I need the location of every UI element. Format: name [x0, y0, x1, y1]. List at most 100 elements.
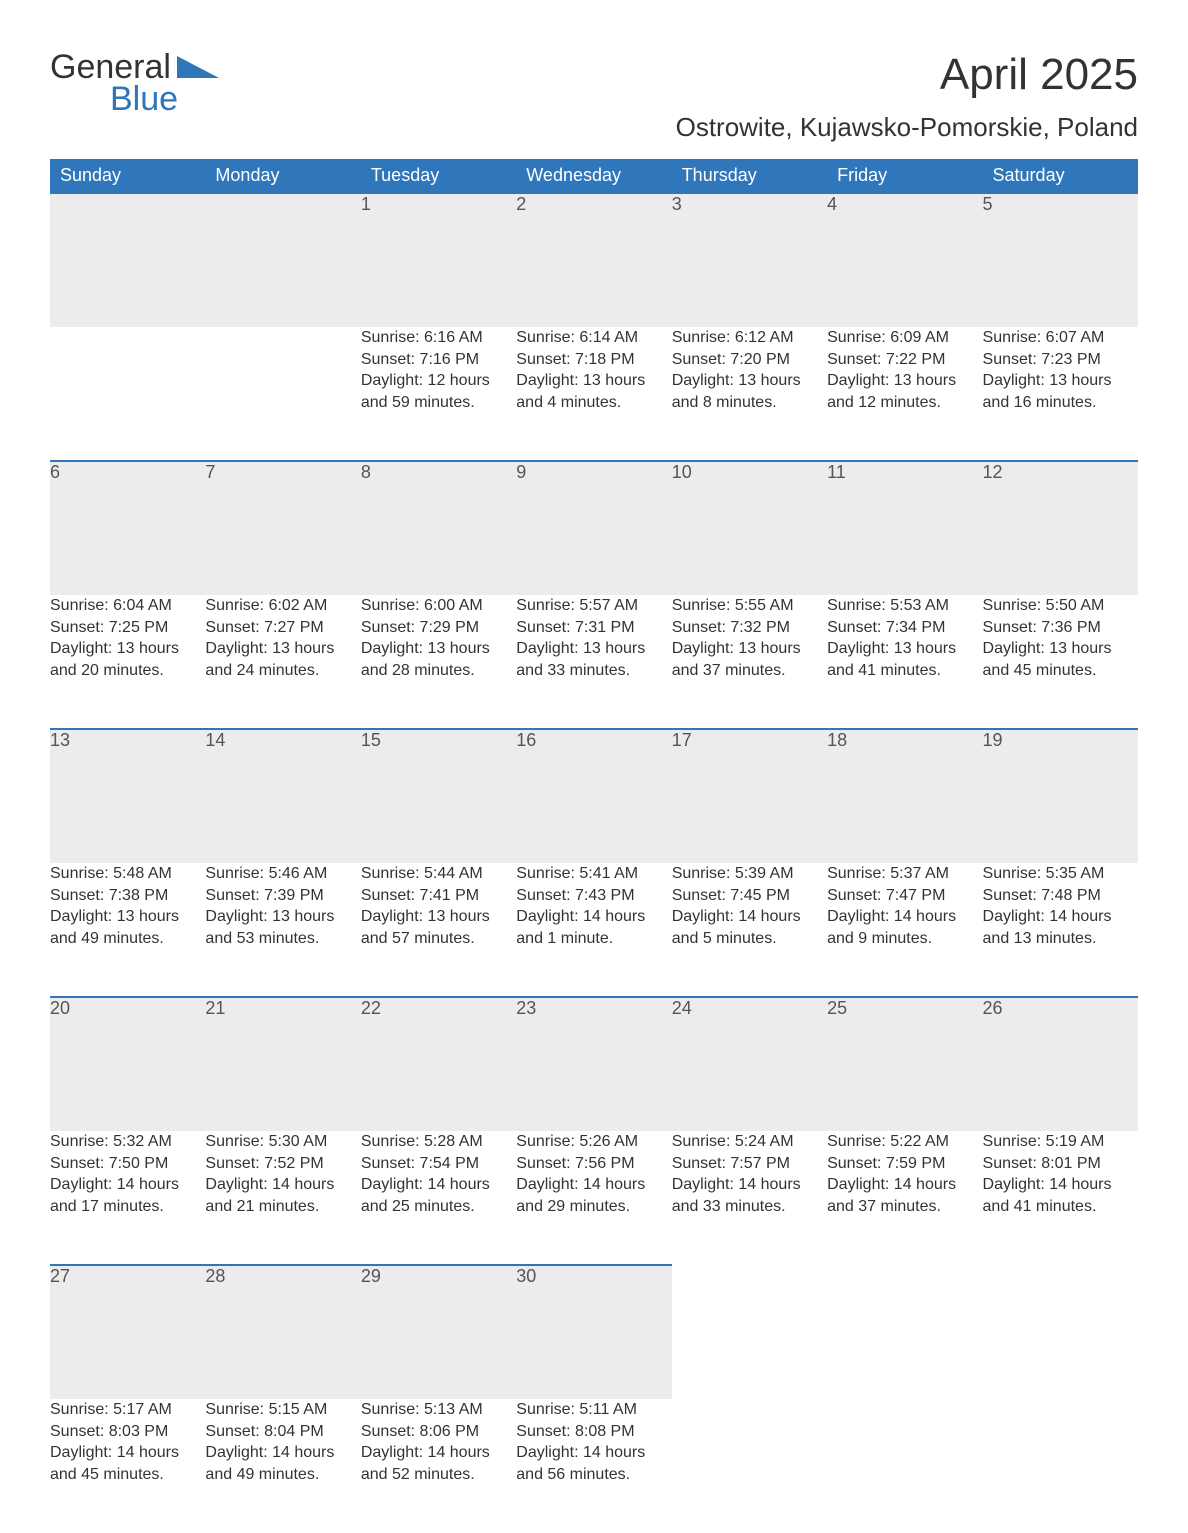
week-content-row: Sunrise: 6:04 AMSunset: 7:25 PMDaylight:… [50, 595, 1138, 729]
day-number-cell: 19 [983, 729, 1138, 863]
day-sunset: Sunset: 7:29 PM [361, 617, 516, 639]
day-content-cell [50, 327, 205, 461]
day-content-cell: Sunrise: 5:50 AMSunset: 7:36 PMDaylight:… [983, 595, 1138, 729]
day-content-cell: Sunrise: 5:22 AMSunset: 7:59 PMDaylight:… [827, 1131, 982, 1265]
day-number-cell: 1 [361, 193, 516, 327]
day-content-cell: Sunrise: 5:28 AMSunset: 7:54 PMDaylight:… [361, 1131, 516, 1265]
day-number-cell: 8 [361, 461, 516, 595]
day-content-cell [205, 327, 360, 461]
week-content-row: Sunrise: 5:48 AMSunset: 7:38 PMDaylight:… [50, 863, 1138, 997]
day-sunrise: Sunrise: 5:57 AM [516, 595, 671, 617]
day-dl2: and 37 minutes. [672, 660, 827, 682]
day-number-cell: 17 [672, 729, 827, 863]
col-monday: Monday [205, 159, 360, 193]
day-dl1: Daylight: 13 hours [361, 638, 516, 660]
day-dl2: and 59 minutes. [361, 392, 516, 414]
day-dl1: Daylight: 14 hours [983, 906, 1138, 928]
day-sunset: Sunset: 7:18 PM [516, 349, 671, 371]
day-content-cell: Sunrise: 5:55 AMSunset: 7:32 PMDaylight:… [672, 595, 827, 729]
calendar-table: Sunday Monday Tuesday Wednesday Thursday… [50, 159, 1138, 1533]
logo-word2: Blue [110, 80, 178, 119]
day-dl2: and 16 minutes. [983, 392, 1138, 414]
day-sunset: Sunset: 8:01 PM [983, 1153, 1138, 1175]
day-dl2: and 28 minutes. [361, 660, 516, 682]
day-content-cell: Sunrise: 6:02 AMSunset: 7:27 PMDaylight:… [205, 595, 360, 729]
day-sunrise: Sunrise: 5:30 AM [205, 1131, 360, 1153]
day-sunset: Sunset: 7:59 PM [827, 1153, 982, 1175]
day-sunrise: Sunrise: 5:35 AM [983, 863, 1138, 885]
day-content-cell: Sunrise: 5:26 AMSunset: 7:56 PMDaylight:… [516, 1131, 671, 1265]
day-sunset: Sunset: 7:20 PM [672, 349, 827, 371]
day-dl2: and 52 minutes. [361, 1464, 516, 1486]
day-number-cell: 13 [50, 729, 205, 863]
day-content-cell: Sunrise: 6:04 AMSunset: 7:25 PMDaylight:… [50, 595, 205, 729]
day-content-cell [672, 1399, 827, 1533]
day-dl1: Daylight: 13 hours [205, 906, 360, 928]
day-number-cell: 11 [827, 461, 982, 595]
day-sunset: Sunset: 7:48 PM [983, 885, 1138, 907]
day-sunrise: Sunrise: 6:00 AM [361, 595, 516, 617]
day-content-cell: Sunrise: 6:00 AMSunset: 7:29 PMDaylight:… [361, 595, 516, 729]
day-content-cell: Sunrise: 5:53 AMSunset: 7:34 PMDaylight:… [827, 595, 982, 729]
day-sunrise: Sunrise: 5:22 AM [827, 1131, 982, 1153]
day-dl2: and 56 minutes. [516, 1464, 671, 1486]
day-number-cell: 20 [50, 997, 205, 1131]
day-dl1: Daylight: 13 hours [516, 638, 671, 660]
day-number-cell: 30 [516, 1265, 671, 1399]
week-content-row: Sunrise: 5:32 AMSunset: 7:50 PMDaylight:… [50, 1131, 1138, 1265]
day-content-cell: Sunrise: 5:11 AMSunset: 8:08 PMDaylight:… [516, 1399, 671, 1533]
day-dl2: and 53 minutes. [205, 928, 360, 950]
day-content-cell: Sunrise: 6:12 AMSunset: 7:20 PMDaylight:… [672, 327, 827, 461]
day-sunrise: Sunrise: 5:24 AM [672, 1131, 827, 1153]
day-sunrise: Sunrise: 6:07 AM [983, 327, 1138, 349]
day-sunset: Sunset: 7:34 PM [827, 617, 982, 639]
day-sunrise: Sunrise: 6:09 AM [827, 327, 982, 349]
day-content-cell: Sunrise: 5:35 AMSunset: 7:48 PMDaylight:… [983, 863, 1138, 997]
day-sunset: Sunset: 7:45 PM [672, 885, 827, 907]
day-dl2: and 8 minutes. [672, 392, 827, 414]
col-saturday: Saturday [983, 159, 1138, 193]
day-content-cell: Sunrise: 6:14 AMSunset: 7:18 PMDaylight:… [516, 327, 671, 461]
day-sunset: Sunset: 7:31 PM [516, 617, 671, 639]
day-dl2: and 5 minutes. [672, 928, 827, 950]
day-sunset: Sunset: 7:16 PM [361, 349, 516, 371]
day-sunrise: Sunrise: 5:15 AM [205, 1399, 360, 1421]
day-number-cell: 12 [983, 461, 1138, 595]
day-dl1: Daylight: 14 hours [361, 1442, 516, 1464]
day-dl1: Daylight: 13 hours [672, 370, 827, 392]
day-number-cell: 29 [361, 1265, 516, 1399]
week-daynum-row: 27282930 [50, 1265, 1138, 1399]
day-sunset: Sunset: 7:56 PM [516, 1153, 671, 1175]
day-sunset: Sunset: 7:52 PM [205, 1153, 360, 1175]
day-sunrise: Sunrise: 5:44 AM [361, 863, 516, 885]
day-dl1: Daylight: 13 hours [516, 370, 671, 392]
day-dl1: Daylight: 14 hours [516, 906, 671, 928]
col-wednesday: Wednesday [516, 159, 671, 193]
calendar-header: Sunday Monday Tuesday Wednesday Thursday… [50, 159, 1138, 193]
day-number-cell: 14 [205, 729, 360, 863]
day-sunset: Sunset: 7:39 PM [205, 885, 360, 907]
day-number-cell: 9 [516, 461, 671, 595]
day-number-cell: 6 [50, 461, 205, 595]
day-content-cell: Sunrise: 5:15 AMSunset: 8:04 PMDaylight:… [205, 1399, 360, 1533]
week-daynum-row: 6789101112 [50, 461, 1138, 595]
day-number-cell: 23 [516, 997, 671, 1131]
day-sunset: Sunset: 7:36 PM [983, 617, 1138, 639]
day-number-cell: 24 [672, 997, 827, 1131]
day-number-cell: 7 [205, 461, 360, 595]
logo-arrow-icon [177, 50, 219, 84]
day-sunset: Sunset: 7:57 PM [672, 1153, 827, 1175]
day-content-cell: Sunrise: 5:24 AMSunset: 7:57 PMDaylight:… [672, 1131, 827, 1265]
day-number-cell: 21 [205, 997, 360, 1131]
day-dl2: and 4 minutes. [516, 392, 671, 414]
day-dl2: and 12 minutes. [827, 392, 982, 414]
day-number-cell: 25 [827, 997, 982, 1131]
day-number-cell: 27 [50, 1265, 205, 1399]
day-content-cell: Sunrise: 5:30 AMSunset: 7:52 PMDaylight:… [205, 1131, 360, 1265]
logo-word1: General [50, 50, 171, 84]
day-sunset: Sunset: 7:27 PM [205, 617, 360, 639]
day-number-cell: 5 [983, 193, 1138, 327]
day-dl1: Daylight: 13 hours [827, 370, 982, 392]
day-number-cell [50, 193, 205, 327]
day-dl1: Daylight: 14 hours [827, 906, 982, 928]
